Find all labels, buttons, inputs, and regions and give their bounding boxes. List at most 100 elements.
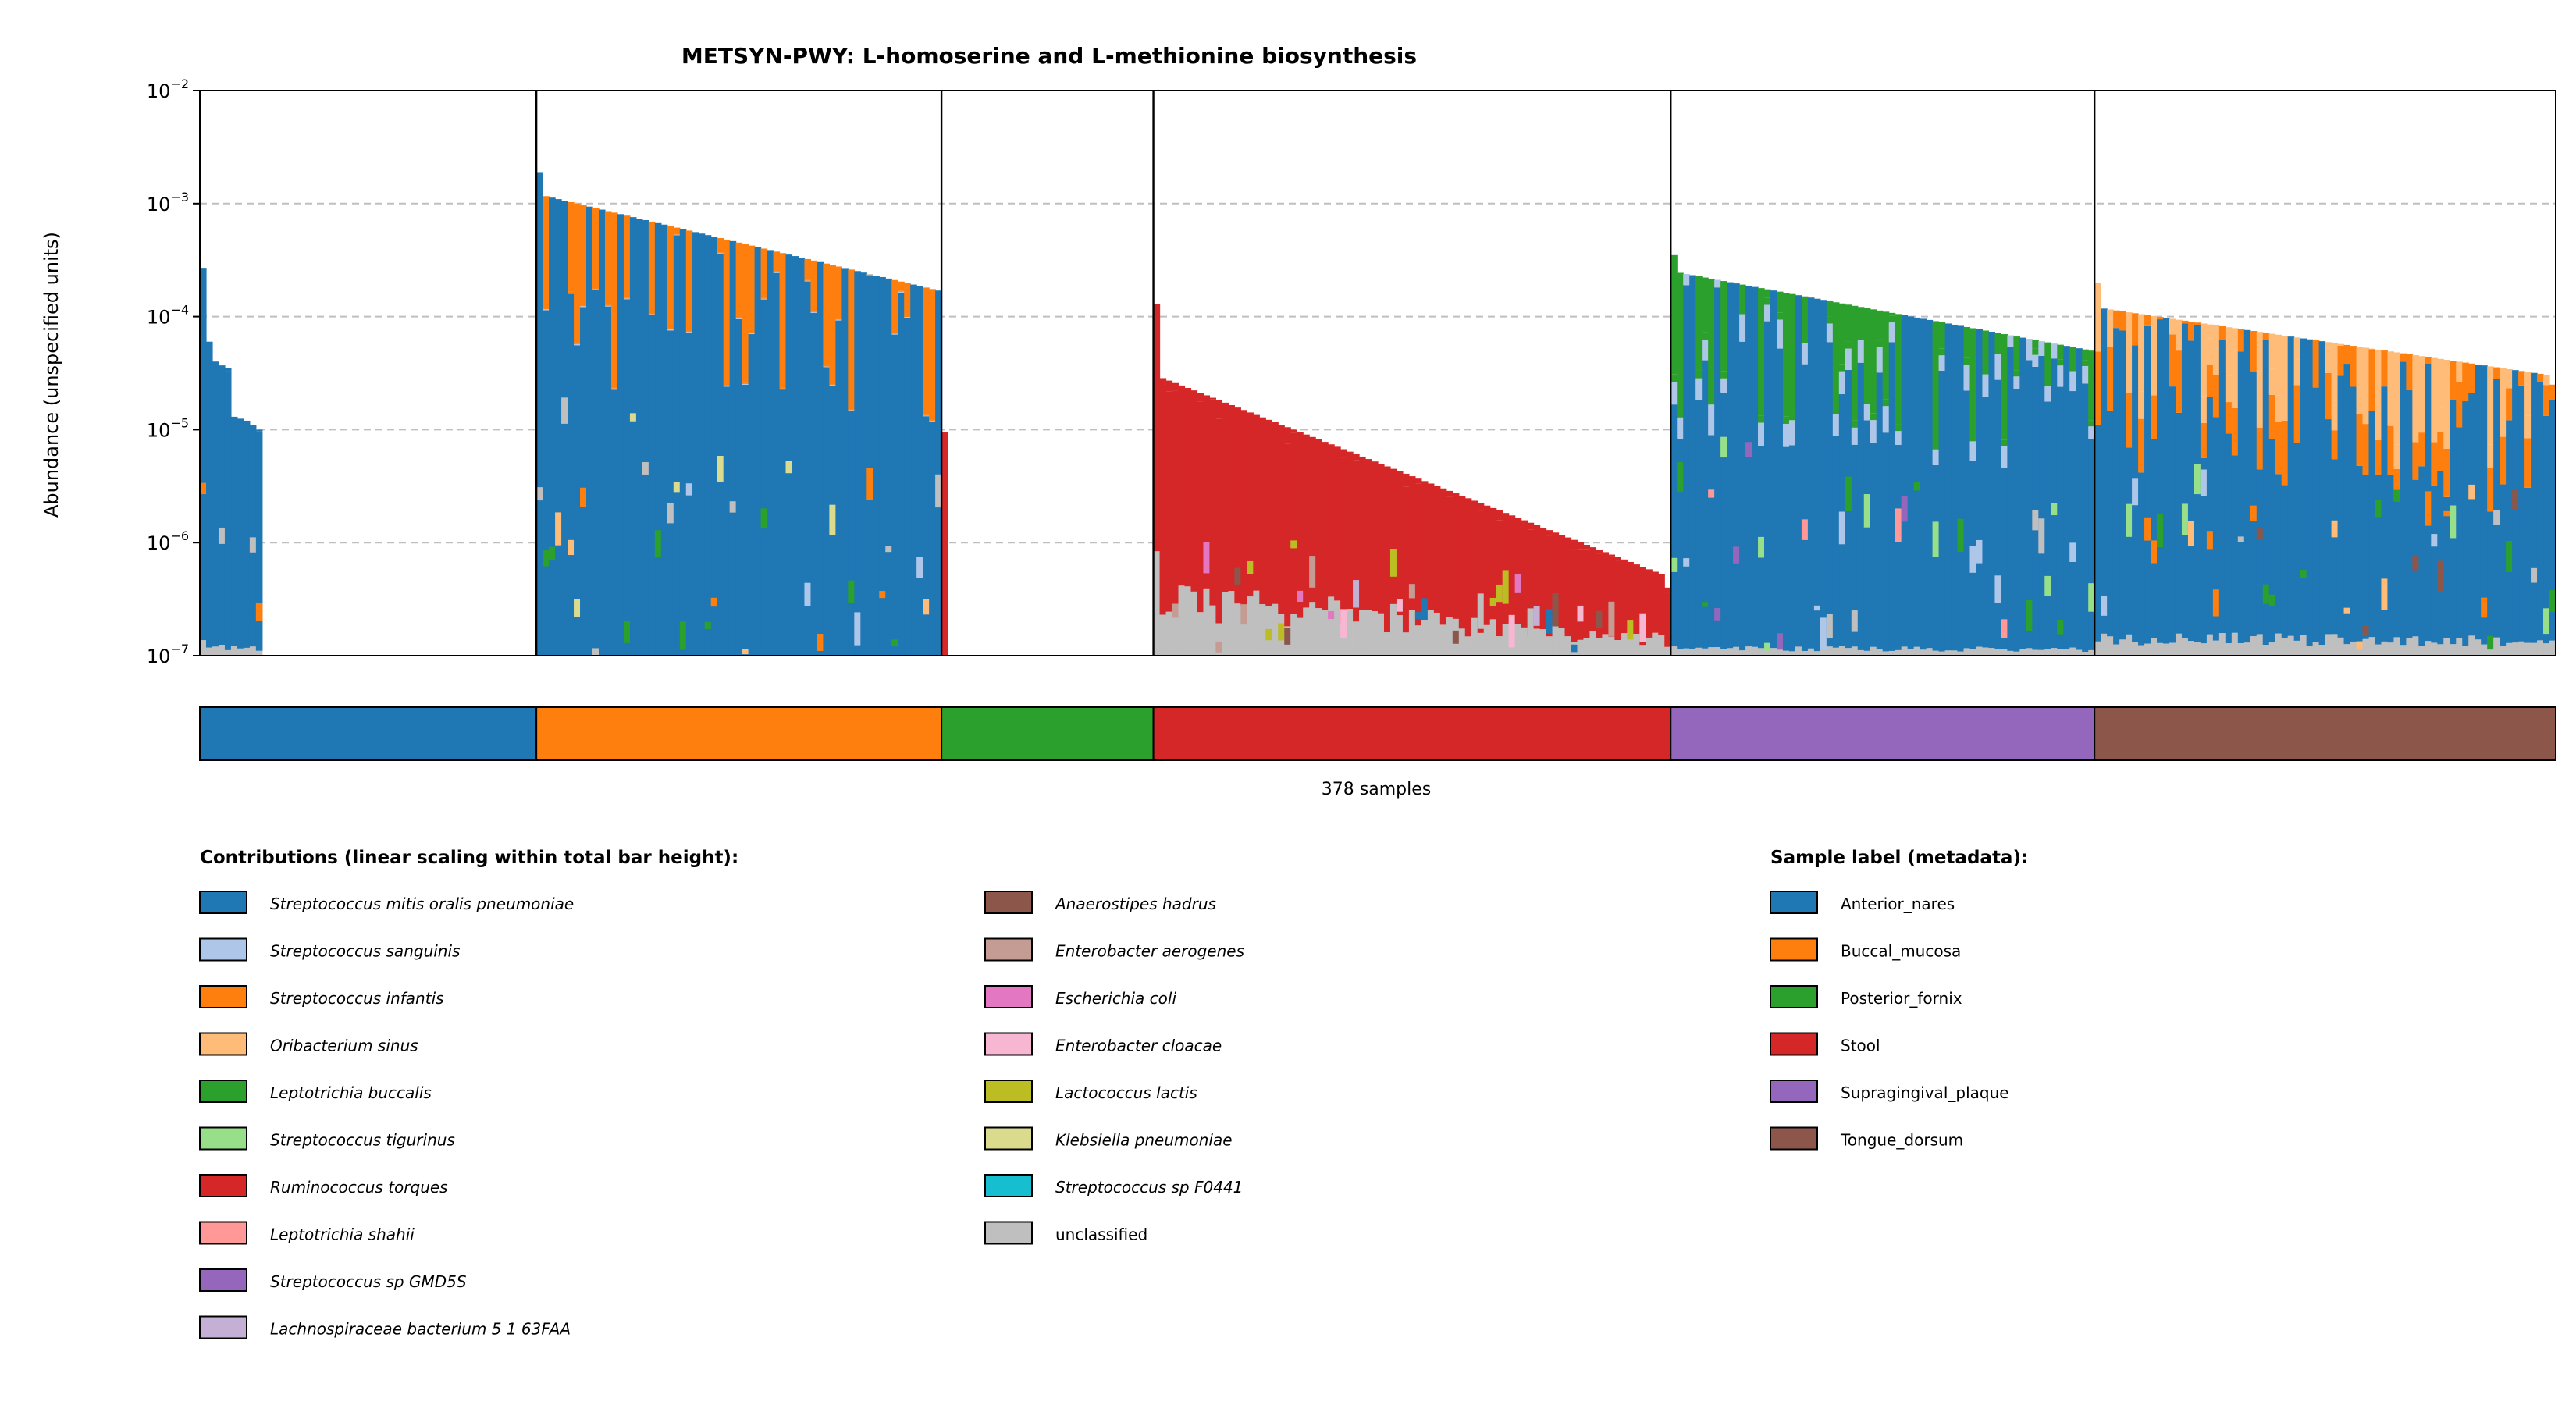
bar-segment <box>1782 423 1790 447</box>
bar-segment <box>1402 473 1410 487</box>
legend-label: Streptococcus mitis oralis pneumoniae <box>270 895 574 913</box>
legend-label: unclassified <box>1055 1225 1147 1244</box>
bar-segment <box>1471 617 1478 656</box>
y-tick-label: 10−4 <box>147 303 189 329</box>
bar-segment <box>1421 481 1429 617</box>
bar-segment <box>2237 351 2245 644</box>
bar-segment <box>1658 635 1665 656</box>
bar-segment <box>2493 510 2500 525</box>
bar-segment <box>1228 591 1235 656</box>
bar-segment <box>230 416 238 646</box>
bar-segment <box>679 229 687 656</box>
bar-segment <box>1870 420 1877 443</box>
bar-segment <box>2450 644 2457 656</box>
bar-segment <box>2212 348 2220 375</box>
bar-segment <box>2543 385 2550 416</box>
bar-segment <box>2218 340 2226 634</box>
bar-segment <box>2132 642 2139 656</box>
bar-segment <box>1408 584 1416 599</box>
y-tick-label: 10−6 <box>147 528 189 554</box>
bar-segment <box>1514 518 1522 624</box>
bar-segment <box>2481 365 2488 645</box>
bar-segment <box>2262 333 2270 340</box>
bar-segment <box>760 299 768 656</box>
y-tick-label: 10−7 <box>147 642 189 667</box>
bar-segment <box>2144 315 2151 326</box>
bar-segment <box>1184 388 1192 587</box>
bar-segment <box>1290 429 1297 433</box>
legend-swatch <box>199 985 247 1008</box>
legend-swatch <box>984 937 1033 962</box>
bar-segment <box>1608 637 1615 656</box>
bar-segment <box>1427 483 1435 610</box>
bar-segment <box>1845 348 1852 370</box>
bar-segment <box>2007 347 2014 651</box>
bar-segment <box>1739 341 1746 651</box>
bar-segment <box>1882 406 1890 433</box>
bar-segment <box>1458 500 1466 629</box>
bar-segment <box>2250 636 2258 656</box>
bar-segment <box>898 292 905 656</box>
bar-segment <box>2456 381 2463 428</box>
bar-segment <box>1764 321 1771 651</box>
bar-segment <box>2375 475 2382 645</box>
bar-segment <box>2225 402 2233 434</box>
bar-segment <box>2524 415 2532 439</box>
bar-segment <box>2487 635 2494 650</box>
bar-segment <box>2200 469 2208 496</box>
bar-segment <box>1795 646 1802 656</box>
bar-segment <box>2268 439 2276 643</box>
bar-segment <box>2013 376 2020 389</box>
bar-segment <box>1614 640 1621 656</box>
bar-segment <box>1627 631 1634 656</box>
bar-segment <box>2412 554 2419 571</box>
bar-segment <box>2101 633 2108 656</box>
legend-label: Oribacterium sinus <box>270 1037 418 1055</box>
bar-segment <box>2094 641 2101 656</box>
bar-segment <box>1720 392 1727 649</box>
bar-segment <box>1389 603 1397 656</box>
bar-segment <box>1982 647 1990 656</box>
bar-segment <box>205 341 213 343</box>
bar-segment <box>1758 415 1765 423</box>
bar-segment <box>898 281 905 291</box>
bar-segment <box>1571 644 1578 653</box>
legend-swatch <box>199 1268 247 1292</box>
bar-segment <box>1677 410 1684 418</box>
bar-segment <box>1315 608 1322 656</box>
bar-segment <box>804 281 812 656</box>
bar-segment <box>2026 648 2033 656</box>
bar-segment <box>205 647 213 656</box>
bar-segment <box>580 306 587 308</box>
bar-segment <box>1639 645 1646 656</box>
bar-segment <box>255 603 263 621</box>
legend-label: Enterobacter cloacae <box>1055 1037 1222 1055</box>
bar-segment <box>1758 288 1765 416</box>
bar-segment <box>2437 560 2444 591</box>
bar-segment <box>1297 439 1304 618</box>
bar-segment <box>1857 307 1865 333</box>
bar-segment <box>804 258 812 280</box>
legend-label: Lactococcus lactis <box>1055 1083 1197 1102</box>
bar-segment <box>2368 637 2376 656</box>
bar-segment <box>1926 319 1934 649</box>
bar-segment <box>592 288 600 290</box>
bar-segment <box>1178 385 1186 586</box>
bar-segment <box>1446 496 1453 628</box>
bar-segment <box>1863 308 1871 397</box>
bar-segment <box>1309 602 1316 656</box>
bar-segment <box>1514 624 1522 656</box>
bar-segment <box>2518 641 2525 656</box>
bar-segment <box>2231 328 2239 382</box>
bar-segment <box>623 299 631 656</box>
bar-segment <box>742 244 749 383</box>
bar-segment <box>2144 325 2151 644</box>
bar-segment <box>2175 633 2183 656</box>
bar-segment <box>2293 337 2301 360</box>
bar-segment <box>1895 424 1902 432</box>
bar-segment <box>1876 347 1884 373</box>
bar-segment <box>1832 302 1840 407</box>
bar-segment <box>1901 315 1909 647</box>
bar-segment <box>1963 390 1971 649</box>
bar-segment <box>2032 366 2039 650</box>
